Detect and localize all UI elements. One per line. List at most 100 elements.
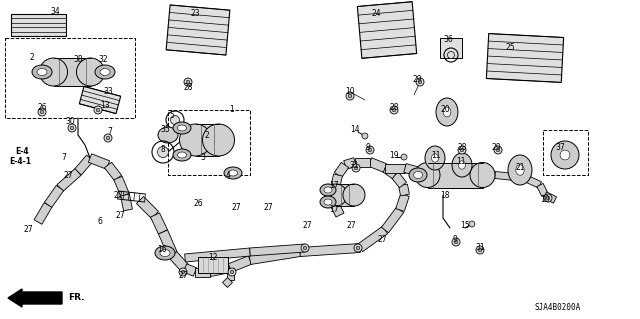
Polygon shape xyxy=(136,197,159,219)
Polygon shape xyxy=(10,14,65,36)
Circle shape xyxy=(157,146,168,158)
Circle shape xyxy=(478,248,482,252)
Ellipse shape xyxy=(508,155,532,185)
Circle shape xyxy=(186,80,190,84)
Text: 6: 6 xyxy=(97,218,102,226)
Text: 28: 28 xyxy=(389,102,399,112)
Ellipse shape xyxy=(202,124,234,156)
Circle shape xyxy=(460,148,464,152)
Polygon shape xyxy=(120,194,132,211)
Text: E-4: E-4 xyxy=(15,147,29,157)
Ellipse shape xyxy=(224,167,242,179)
Text: 33: 33 xyxy=(103,87,113,97)
Polygon shape xyxy=(228,256,252,272)
Circle shape xyxy=(352,164,360,172)
Circle shape xyxy=(476,246,484,254)
Polygon shape xyxy=(524,175,541,188)
Circle shape xyxy=(362,133,368,139)
Text: 19: 19 xyxy=(389,151,399,160)
Text: 1: 1 xyxy=(230,106,234,115)
Ellipse shape xyxy=(324,187,332,193)
Text: 27: 27 xyxy=(63,170,73,180)
Ellipse shape xyxy=(425,146,445,170)
Text: 10: 10 xyxy=(345,87,355,97)
Polygon shape xyxy=(357,226,388,252)
Circle shape xyxy=(40,110,44,114)
Text: 25: 25 xyxy=(505,43,515,53)
Text: E-4-1: E-4-1 xyxy=(9,158,31,167)
Ellipse shape xyxy=(324,199,332,205)
Ellipse shape xyxy=(160,249,170,256)
Bar xyxy=(198,257,228,273)
Polygon shape xyxy=(57,169,81,191)
Polygon shape xyxy=(227,268,234,280)
Ellipse shape xyxy=(100,69,110,76)
Polygon shape xyxy=(495,172,525,182)
Circle shape xyxy=(228,268,236,276)
Ellipse shape xyxy=(343,184,365,206)
Ellipse shape xyxy=(443,107,451,117)
Text: 5: 5 xyxy=(170,110,175,120)
Circle shape xyxy=(418,80,422,84)
Ellipse shape xyxy=(551,141,579,169)
Text: 13: 13 xyxy=(100,101,110,110)
Text: 8: 8 xyxy=(161,145,165,154)
Polygon shape xyxy=(331,174,342,189)
Text: 27: 27 xyxy=(115,211,125,219)
Polygon shape xyxy=(543,192,557,203)
Text: 2: 2 xyxy=(29,53,35,62)
Circle shape xyxy=(68,124,76,132)
Bar xyxy=(336,184,354,206)
Polygon shape xyxy=(34,203,52,224)
Text: 27: 27 xyxy=(178,271,188,279)
Polygon shape xyxy=(344,158,356,169)
Ellipse shape xyxy=(177,152,186,158)
Circle shape xyxy=(354,244,362,252)
Polygon shape xyxy=(104,162,122,181)
FancyArrow shape xyxy=(8,289,62,307)
Text: 38: 38 xyxy=(73,56,83,64)
Ellipse shape xyxy=(320,184,336,196)
Circle shape xyxy=(38,108,46,116)
Ellipse shape xyxy=(320,196,336,208)
Circle shape xyxy=(179,268,187,276)
Text: 17: 17 xyxy=(329,181,339,189)
Polygon shape xyxy=(300,243,360,256)
Circle shape xyxy=(303,246,307,250)
Ellipse shape xyxy=(516,165,524,175)
Polygon shape xyxy=(392,172,406,188)
Text: 31: 31 xyxy=(475,243,485,253)
Polygon shape xyxy=(537,183,548,197)
Circle shape xyxy=(106,136,110,140)
Bar xyxy=(54,58,90,86)
Text: 9: 9 xyxy=(365,144,371,152)
Circle shape xyxy=(181,270,185,274)
Polygon shape xyxy=(75,155,93,175)
Circle shape xyxy=(354,166,358,170)
Ellipse shape xyxy=(560,150,570,160)
Ellipse shape xyxy=(179,124,211,156)
Polygon shape xyxy=(385,164,405,173)
Polygon shape xyxy=(88,154,109,169)
Text: 26: 26 xyxy=(37,103,47,113)
Circle shape xyxy=(496,148,500,152)
Text: 29: 29 xyxy=(491,144,501,152)
Polygon shape xyxy=(331,203,344,217)
Ellipse shape xyxy=(158,127,178,143)
Text: 27: 27 xyxy=(302,220,312,229)
Text: 4: 4 xyxy=(225,170,230,180)
Text: 22: 22 xyxy=(113,190,123,199)
Ellipse shape xyxy=(409,168,427,182)
Text: 34: 34 xyxy=(50,8,60,17)
Circle shape xyxy=(230,270,234,274)
Text: 35: 35 xyxy=(160,125,170,135)
Circle shape xyxy=(356,246,360,250)
Text: 37: 37 xyxy=(555,144,565,152)
Circle shape xyxy=(392,108,396,112)
Text: 24: 24 xyxy=(371,10,381,19)
Circle shape xyxy=(416,78,424,86)
Circle shape xyxy=(401,154,407,160)
Text: 36: 36 xyxy=(443,35,453,44)
Circle shape xyxy=(104,134,112,142)
Ellipse shape xyxy=(37,69,47,76)
